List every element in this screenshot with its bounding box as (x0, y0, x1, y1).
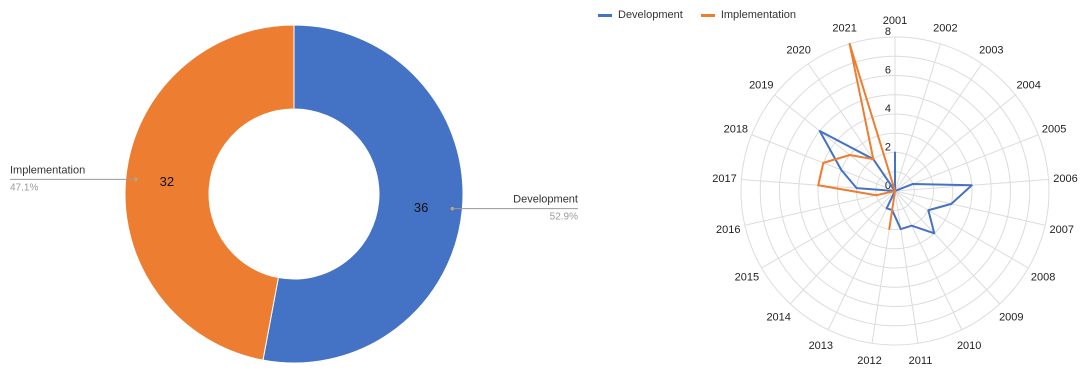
legend-label-development: Development (618, 9, 683, 21)
point-development-2011 (900, 228, 902, 230)
category-label-2013: 2013 (809, 340, 833, 352)
category-label-2009: 2009 (999, 311, 1023, 323)
radial-tick-4: 4 (885, 103, 891, 115)
radial-tick-6: 6 (885, 65, 891, 77)
slice-percent-development: 52.9% (550, 212, 578, 223)
legend-item-implementation[interactable]: Implementation (700, 9, 797, 21)
category-label-2019: 2019 (749, 79, 773, 91)
point-implementation-2017 (817, 184, 819, 186)
radar-spoke-2003 (894, 63, 983, 192)
point-development-2010 (911, 225, 913, 227)
category-label-2003: 2003 (979, 45, 1003, 57)
point-development-2019 (819, 130, 821, 132)
point-development-2001 (894, 151, 896, 154)
radial-tick-8: 8 (885, 26, 891, 38)
point-development-2013 (886, 207, 888, 209)
legend-item-development[interactable]: Development (598, 9, 683, 21)
legend-swatch-development (598, 13, 612, 17)
radar-spoke-2016 (744, 190, 896, 226)
radar-spoke-2007 (894, 190, 1046, 226)
point-development-2008 (927, 209, 929, 211)
category-label-2016: 2016 (716, 224, 740, 236)
series-line-implementation (817, 42, 896, 231)
category-label-2001: 2001 (883, 15, 907, 27)
category-label-2007: 2007 (1049, 224, 1073, 236)
category-label-2020: 2020 (786, 45, 810, 57)
radar-spoke-2009 (894, 190, 1001, 305)
category-label-2004: 2004 (1016, 79, 1040, 91)
category-label-2011: 2011 (909, 355, 933, 367)
point-development-2007 (950, 203, 952, 205)
series-line-development (818, 129, 973, 235)
category-label-2005: 2005 (1042, 124, 1066, 136)
radar-spoke-2010 (894, 190, 963, 330)
category-label-2017: 2017 (712, 173, 736, 185)
point-implementation-2016 (875, 194, 877, 196)
point-development-2018 (840, 169, 842, 171)
radar-chart: 2001 2002 2003 2004 2005 2006 2007 2008 2009 2010… (712, 15, 1078, 367)
data-label-implementation: 32 (160, 174, 174, 189)
data-label-development: 36 (414, 200, 428, 215)
point-implementation-2012 (888, 228, 890, 230)
point-development-2017 (856, 187, 858, 189)
category-label-2018: 2018 (724, 124, 748, 136)
radar-spoke-2005 (894, 134, 1039, 192)
category-label-2006: 2006 (1053, 173, 1077, 185)
radar-spoke-2002 (894, 43, 941, 192)
category-label-2010: 2010 (957, 340, 981, 352)
point-implementation-2021 (849, 43, 851, 45)
donut-chart: 36 Development 52.9% 32 Implementation 47.1% (10, 24, 578, 364)
point-implementation-2015 (894, 190, 896, 192)
radar-legend: Development Implementation (598, 9, 796, 21)
legend-label-implementation: Implementation (720, 9, 797, 21)
point-implementation-2019 (849, 154, 851, 156)
radar-spoke-2014 (789, 190, 896, 305)
slice-name-development: Development (513, 194, 578, 206)
category-label-2014: 2014 (766, 311, 790, 323)
category-label-2012: 2012 (857, 355, 881, 367)
slice-percent-implementation: 47.1% (10, 182, 38, 193)
legend-swatch-implementation (700, 13, 715, 17)
category-label-2002: 2002 (933, 23, 957, 35)
point-implementation-2018 (822, 162, 824, 164)
donut-slice-implementation (124, 24, 295, 361)
donut-slice-development (262, 24, 464, 364)
radial-tick-0: 0 (885, 180, 891, 192)
radial-tick-2: 2 (885, 142, 891, 154)
category-label-2008: 2008 (1031, 272, 1055, 284)
point-implementation-2020 (872, 158, 874, 160)
slice-name-implementation: Implementation (10, 164, 85, 176)
point-development-2009 (933, 232, 935, 234)
point-development-2005 (912, 183, 914, 185)
point-development-2006 (971, 184, 973, 186)
radar-spoke-2008 (894, 190, 1029, 269)
radar-spoke-2013 (827, 190, 896, 330)
category-label-2021: 2021 (832, 23, 856, 35)
category-label-2015: 2015 (735, 272, 759, 284)
radar-spoke-2015 (761, 190, 896, 269)
radar-spoke-2019 (774, 94, 896, 192)
radar-spoke-2004 (894, 94, 1016, 192)
radar-spoke-2011 (894, 190, 919, 344)
